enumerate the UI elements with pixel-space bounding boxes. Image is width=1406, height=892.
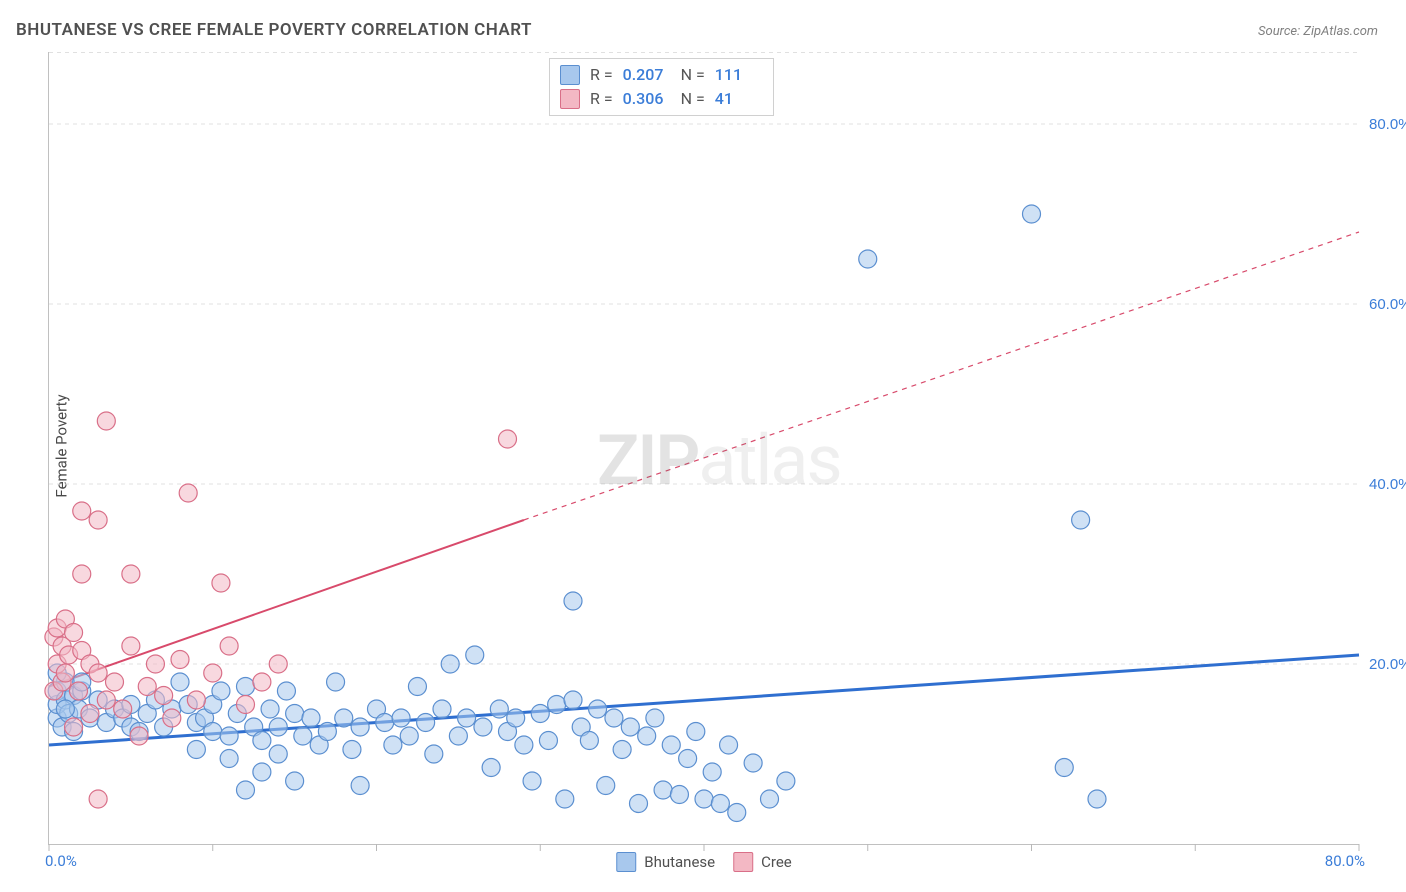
- legend-row: R = 0.207 N = 111: [560, 63, 763, 87]
- legend-r-value: 0.306: [623, 87, 671, 111]
- legend-row: R = 0.306 N = 41: [560, 87, 763, 111]
- series-name: Cree: [761, 853, 792, 871]
- legend-swatch: [616, 852, 636, 872]
- chart-title: BHUTANESE VS CREE FEMALE POVERTY CORRELA…: [16, 20, 532, 40]
- chart-svg: 20.0%40.0%60.0%80.0%: [49, 52, 1359, 844]
- legend-n-value: 111: [715, 63, 763, 87]
- plot-area: 20.0%40.0%60.0%80.0% ZIPatlas R = 0.207 …: [48, 52, 1359, 845]
- svg-text:20.0%: 20.0%: [1369, 656, 1406, 673]
- legend-swatch: [560, 89, 580, 109]
- legend-swatch: [560, 65, 580, 85]
- series-name: Bhutanese: [644, 853, 715, 871]
- legend-series: Bhutanese Cree: [616, 852, 792, 872]
- legend-n-label: N =: [681, 87, 705, 111]
- series-legend-item: Cree: [733, 852, 792, 872]
- svg-text:80.0%: 80.0%: [1369, 116, 1406, 133]
- x-axis-min: 0.0%: [45, 852, 77, 870]
- svg-text:40.0%: 40.0%: [1369, 476, 1406, 493]
- legend-r-label: R =: [590, 63, 613, 87]
- legend-swatch: [733, 852, 753, 872]
- legend-r-value: 0.207: [623, 63, 671, 87]
- svg-text:60.0%: 60.0%: [1369, 296, 1406, 313]
- series-legend-item: Bhutanese: [616, 852, 715, 872]
- x-axis-max: 80.0%: [1325, 852, 1365, 870]
- legend-n-value: 41: [715, 87, 763, 111]
- chart-container: BHUTANESE VS CREE FEMALE POVERTY CORRELA…: [0, 0, 1406, 892]
- legend-r-label: R =: [590, 87, 613, 111]
- legend-correlation: R = 0.207 N = 111 R = 0.306 N = 41: [549, 58, 774, 116]
- legend-n-label: N =: [681, 63, 705, 87]
- source-label: Source: ZipAtlas.com: [1258, 24, 1378, 39]
